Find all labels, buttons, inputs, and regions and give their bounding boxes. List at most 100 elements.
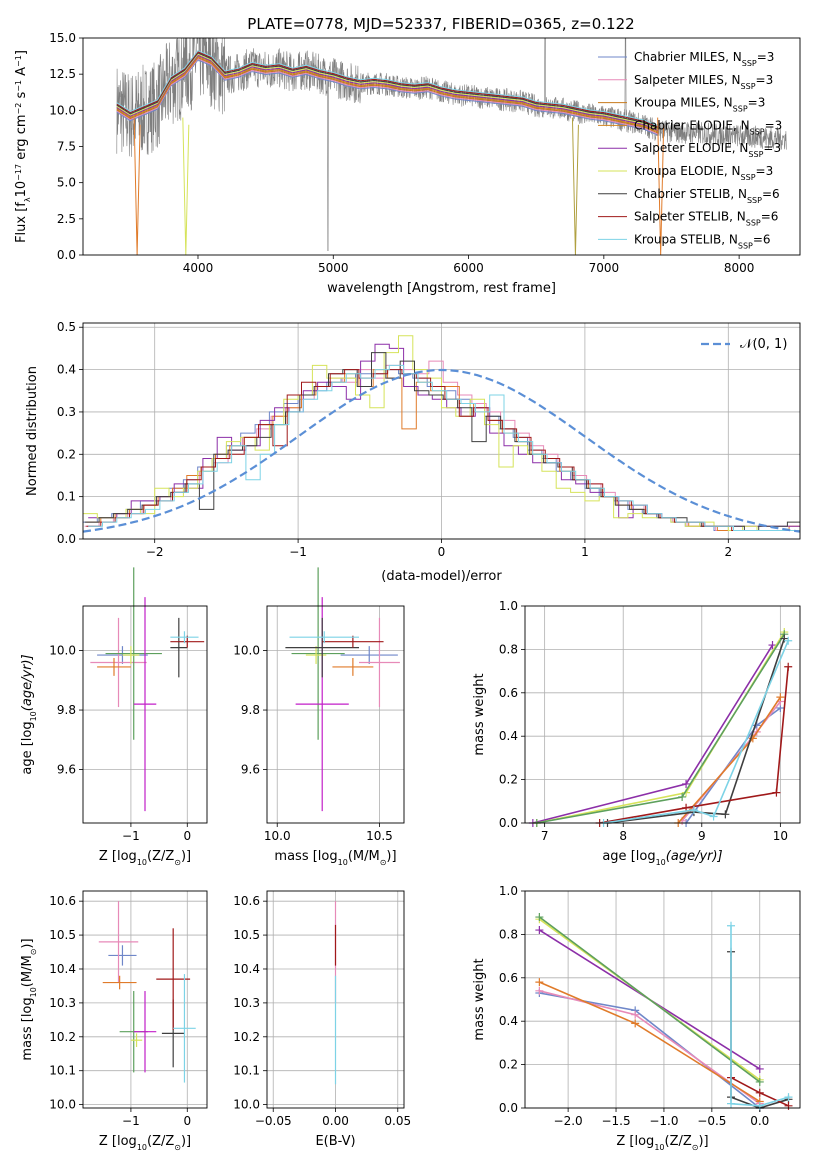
x-tick-label: −1.0: [649, 1114, 678, 1128]
weight-point: [784, 662, 793, 671]
x-tick-label: 10.0: [264, 829, 291, 843]
x-axis-label: E(B-V): [315, 1134, 355, 1149]
x-tick-label: −1: [289, 545, 307, 559]
weight-line: [599, 666, 789, 824]
weight-vs-z-plot: [535, 913, 793, 1112]
x-tick-label: 1: [581, 545, 589, 559]
weight-point: [755, 1088, 764, 1097]
y-axis-label: Flux [fλ10−17 erg cm−2 s−1 A−1]: [14, 50, 32, 243]
y-tick-label: 1.0: [499, 599, 518, 613]
weight-point: [784, 636, 793, 645]
y-tick-label: 10.4: [233, 962, 260, 976]
x-tick-label: −0.05: [255, 1114, 292, 1128]
residuals-frame: [82, 322, 801, 540]
x-tick-label: 5000: [318, 261, 349, 275]
spectrum-model-line: [116, 58, 659, 135]
x-tick-label: 0: [183, 829, 191, 843]
y-tick-label: 0.8: [499, 642, 518, 656]
weight-point: [784, 1101, 793, 1110]
spectrum-axes: 4000 5000 6000 7000 8000 0.0 2.5 5.0 7.5 10.0 12.5…: [14, 31, 755, 296]
y-axis-label: mass weight: [472, 673, 487, 755]
figure-title: PLATE=0778, MJD=52337, FIBERID=0365, z=0…: [247, 15, 634, 33]
weight-point: [755, 1101, 764, 1110]
age-vs-z-axes: −1 0 9.6 9.8 10.0 Z [log10(Z/Z⊙)] age [log10(a…: [20, 606, 207, 867]
y-tick-label: 10.5: [49, 928, 76, 942]
y-tick-label: 0.3: [57, 405, 76, 419]
legend-label: Salpeter MILES, NSSP=3: [634, 73, 773, 91]
y-tick-label: 5.0: [57, 176, 76, 190]
y-tick-label: 10.0: [233, 644, 260, 658]
x-tick-label: 0.05: [384, 1114, 411, 1128]
spectrum-model-line: [116, 57, 659, 134]
x-tick-label: −1: [122, 1114, 140, 1128]
weight-point: [682, 779, 691, 788]
y-tick-label: 0.8: [499, 927, 518, 941]
legend-label: Kroupa ELODIE, NSSP=3: [634, 164, 773, 182]
y-tick-label: 0.2: [57, 447, 76, 461]
x-tick-label: 4000: [183, 261, 214, 275]
y-tick-label: 12.5: [49, 67, 76, 81]
legend-label: 𝒩(0, 1): [740, 337, 787, 352]
y-tick-label: 9.8: [57, 703, 76, 717]
x-tick-label: 7000: [589, 261, 620, 275]
weight-point: [776, 693, 785, 702]
y-tick-label: 10.0: [49, 103, 76, 117]
spectrum-plot: [116, 38, 787, 255]
x-axis-label: mass [log10(M/M⊙)]: [274, 849, 396, 867]
weight-vs-age-plot: [528, 628, 793, 827]
x-tick-label: 9: [698, 829, 706, 843]
x-tick-label: 7: [541, 829, 549, 843]
x-axis-label: wavelength [Angstrom, rest frame]: [327, 281, 556, 296]
y-tick-label: 1.0: [499, 884, 518, 898]
y-tick-label: 0.4: [499, 1014, 518, 1028]
age-vs-z-plot: [90, 567, 205, 812]
spectrum-drop: [571, 117, 579, 255]
y-tick-label: 0.4: [57, 363, 76, 377]
weight-point: [772, 788, 781, 797]
x-tick-label: 8: [619, 829, 627, 843]
weight-point: [721, 810, 730, 819]
spectrum-frame: [82, 37, 801, 256]
x-tick-label: 2: [724, 545, 732, 559]
spectrum-drop: [657, 117, 665, 255]
y-tick-label: 0.0: [57, 248, 76, 262]
spectrum-model-line: [116, 53, 659, 130]
x-tick-label: −0.5: [697, 1114, 726, 1128]
y-tick-label: 0.4: [499, 729, 518, 743]
y-tick-label: 10.0: [49, 644, 76, 658]
weight-point: [535, 913, 544, 922]
weight-point: [784, 1093, 793, 1102]
y-tick-label: 10.0: [233, 1098, 260, 1112]
legend-label: Kroupa MILES, NSSP=3: [634, 96, 765, 114]
y-axis-label: Normed distribution: [25, 366, 40, 496]
spectrum-model-line: [116, 52, 659, 129]
weight-point: [727, 921, 736, 930]
y-tick-label: 9.8: [241, 703, 260, 717]
weight-point: [535, 986, 544, 995]
y-tick-label: 0.0: [499, 816, 518, 830]
x-tick-label: 8000: [724, 261, 755, 275]
weight-line: [603, 640, 789, 824]
y-tick-label: 10.6: [233, 894, 260, 908]
x-tick-label: 0: [183, 1114, 191, 1128]
weight-line: [536, 633, 785, 824]
age-vs-mass-plot: [285, 567, 400, 812]
weight-point: [755, 1077, 764, 1086]
y-tick-label: 2.5: [57, 212, 76, 226]
weight-line: [538, 916, 761, 1083]
weight-point: [755, 1064, 764, 1073]
y-tick-label: 0.0: [499, 1101, 518, 1115]
weight-vs-age-frame: [524, 605, 801, 824]
weight-line: [730, 925, 789, 1107]
weight-point: [535, 978, 544, 987]
spectrum-model-line: [116, 54, 659, 132]
mass-vs-ebv-frame: [266, 890, 405, 1109]
y-tick-label: 0.0: [57, 532, 76, 546]
histogram-step: [88, 364, 800, 531]
legend-label: Kroupa STELIB, NSSP=6: [634, 232, 771, 250]
x-tick-label: 10: [773, 829, 788, 843]
x-axis-label: (data-model)/error: [381, 569, 502, 584]
weight-line: [539, 992, 761, 1109]
y-tick-label: 0.6: [499, 686, 518, 700]
